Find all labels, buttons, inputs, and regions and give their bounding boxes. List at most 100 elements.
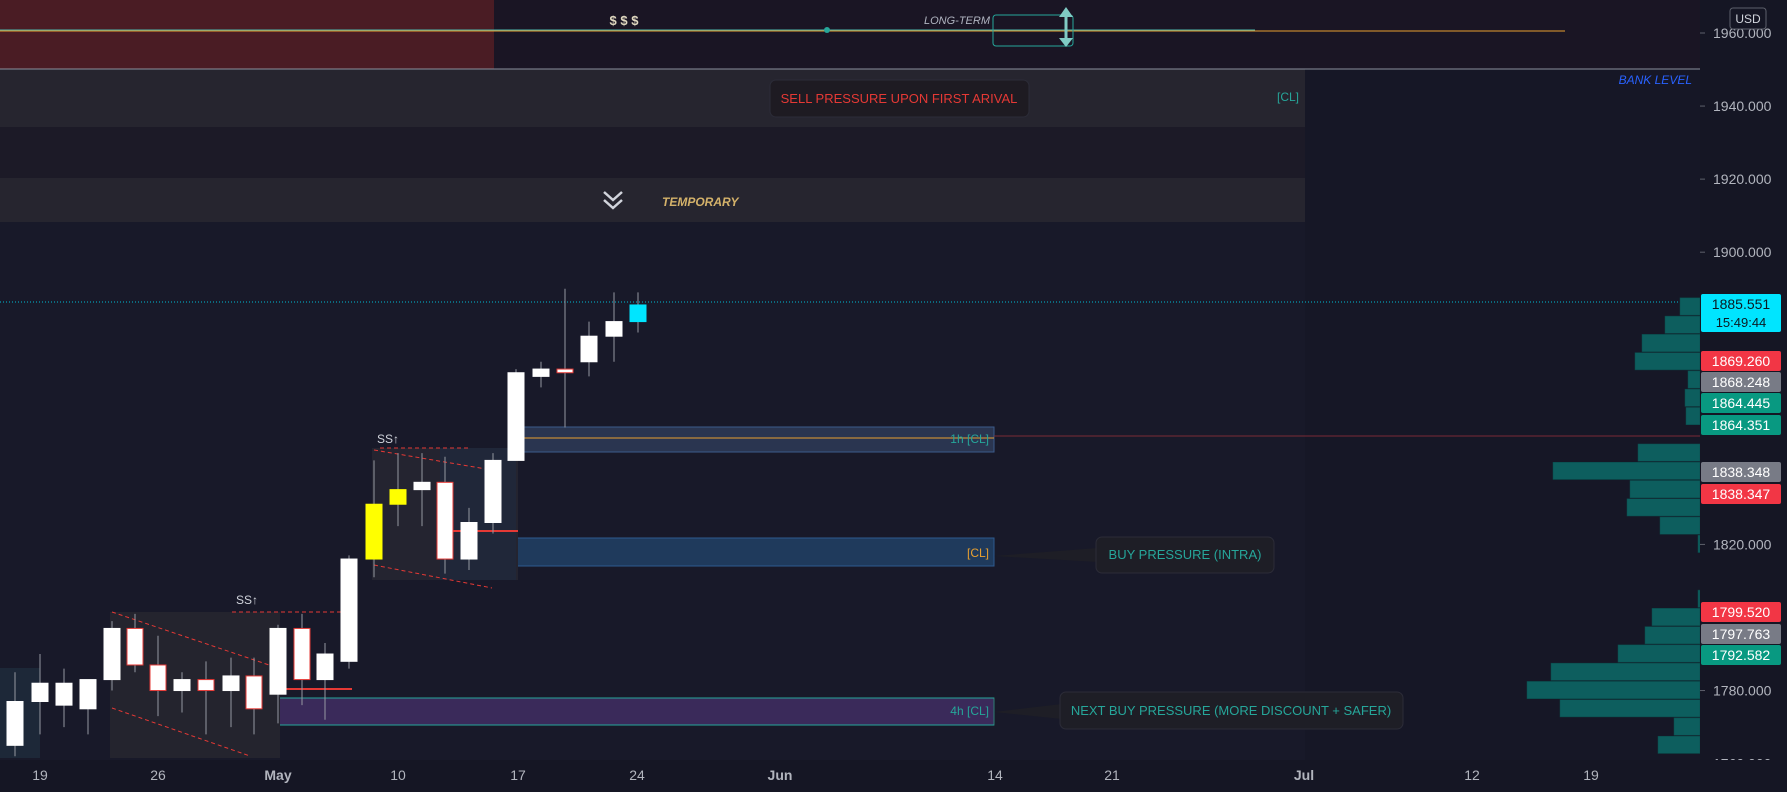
time-tick-label: 17	[510, 767, 526, 783]
price-tag-bg	[1701, 393, 1781, 413]
time-tick-label: 12	[1464, 767, 1480, 783]
candle	[389, 453, 407, 527]
time-axis[interactable]	[0, 760, 1787, 792]
candle	[79, 679, 97, 735]
volume-profile-bar	[1626, 498, 1701, 517]
candle	[507, 369, 525, 461]
price-axis-ticks: 1960.0001940.0001920.0001900.0001820.000…	[1700, 25, 1772, 772]
candle-body	[532, 368, 550, 377]
zone-4h-cl	[275, 697, 995, 726]
candle	[556, 288, 574, 428]
volume-profile-bar	[1673, 717, 1701, 736]
price-tag-countdown: 15:49:44	[1716, 315, 1767, 330]
candle-body	[507, 372, 525, 461]
price-tag: 1797.763	[1701, 624, 1781, 644]
candle-body	[389, 489, 407, 505]
volume-profile-bar	[1641, 334, 1701, 352]
chevron-down-icon	[603, 191, 623, 210]
ss-label-2: SS↑	[236, 593, 258, 607]
volume-profile-bar	[1629, 480, 1701, 499]
candle	[31, 654, 49, 735]
price-tag: 1868.248	[1701, 372, 1781, 392]
candle-body	[222, 675, 240, 692]
long-term-label: LONG-TERM	[924, 15, 991, 27]
long-term-anchor	[824, 27, 830, 33]
price-tag: 1864.351	[1701, 415, 1781, 435]
candle-body	[79, 679, 97, 710]
price-tag-label: 1838.347	[1712, 486, 1771, 502]
candle	[436, 456, 454, 574]
price-tag-bg	[1701, 645, 1781, 665]
zone-1h-label: 1h [CL]	[950, 432, 989, 446]
time-tick-label: 19	[1583, 767, 1599, 783]
bank-level-label: BANK LEVEL	[1619, 73, 1692, 87]
price-tag-bg	[1701, 602, 1781, 622]
candle-body	[340, 558, 358, 662]
candle-body	[413, 481, 431, 491]
sell-pressure-callout: SELL PRESSURE UPON FIRST ARIVAL	[769, 79, 1030, 118]
price-tag-bg	[1701, 415, 1781, 435]
time-tick-label: 19	[32, 767, 48, 783]
bank-zone-dark	[494, 0, 1700, 69]
volume-profile-bar	[1679, 297, 1701, 316]
long-term-arrow-up	[1059, 7, 1073, 17]
volume-profile-bar	[1637, 443, 1701, 462]
volume-profile-bar	[1657, 735, 1701, 754]
time-tick-label: 26	[150, 767, 166, 783]
time-axis-ticks: 19 26 May 10 17 24 Jun 14 21 Jul 12 19	[32, 767, 1599, 783]
candle	[316, 643, 334, 720]
candle	[580, 321, 598, 377]
price-tag-label: 1864.445	[1712, 395, 1771, 411]
candle	[460, 507, 478, 570]
price-tick-label: 1920.000	[1713, 171, 1772, 187]
price-tag-label: 1885.551	[1712, 296, 1771, 312]
price-tag-label: 1838.348	[1712, 464, 1771, 480]
volume-profile-bar	[1644, 626, 1701, 645]
time-tick-label: May	[264, 767, 291, 783]
candle	[103, 621, 121, 691]
candle	[629, 292, 647, 333]
candle-body	[31, 682, 49, 702]
volume-profile-bar	[1664, 315, 1701, 334]
candle-body	[436, 481, 454, 560]
candle-body	[197, 679, 215, 692]
currency-badge[interactable]: USD	[1729, 7, 1767, 30]
candle-body	[173, 679, 191, 692]
candle	[484, 453, 502, 534]
candle-body	[6, 700, 24, 746]
price-tick-label: 1820.000	[1713, 536, 1772, 552]
time-tick-label: 24	[629, 767, 645, 783]
candle-body	[269, 627, 287, 695]
candle-body	[293, 627, 311, 681]
candle	[605, 292, 623, 362]
flag-lines	[111, 447, 493, 757]
candle-body	[484, 459, 502, 524]
candle	[340, 555, 358, 669]
candle-body	[580, 335, 598, 363]
volume-profile-bar	[1685, 407, 1701, 425]
mid-dark-zone	[0, 127, 1305, 178]
zone-4h-label: 4h [CL]	[950, 704, 989, 718]
candle-body	[605, 321, 623, 337]
price-tag-label: 1868.248	[1712, 374, 1771, 390]
red-bank-zone	[0, 0, 494, 69]
candle-body	[365, 503, 383, 560]
buy-pressure-label: BUY PRESSURE (INTRA)	[1109, 547, 1262, 562]
time-tick-label: Jul	[1294, 767, 1314, 783]
ss-label-1: SS↑	[377, 432, 399, 446]
volume-profile-bar	[1550, 662, 1701, 681]
volume-profile-bar	[1697, 535, 1701, 553]
price-tag: 1864.445	[1701, 393, 1781, 413]
candles	[6, 288, 647, 757]
time-tick-label: Jun	[768, 767, 793, 783]
zone-1h-cl	[514, 426, 995, 453]
zone-cl	[492, 537, 995, 567]
temporary-label: TEMPORARY	[662, 195, 739, 209]
candle	[197, 661, 215, 735]
volume-profile-bar	[1697, 589, 1701, 608]
candle-body	[103, 627, 121, 681]
candle-body	[629, 304, 647, 323]
price-tag-label: 1792.582	[1712, 647, 1771, 663]
